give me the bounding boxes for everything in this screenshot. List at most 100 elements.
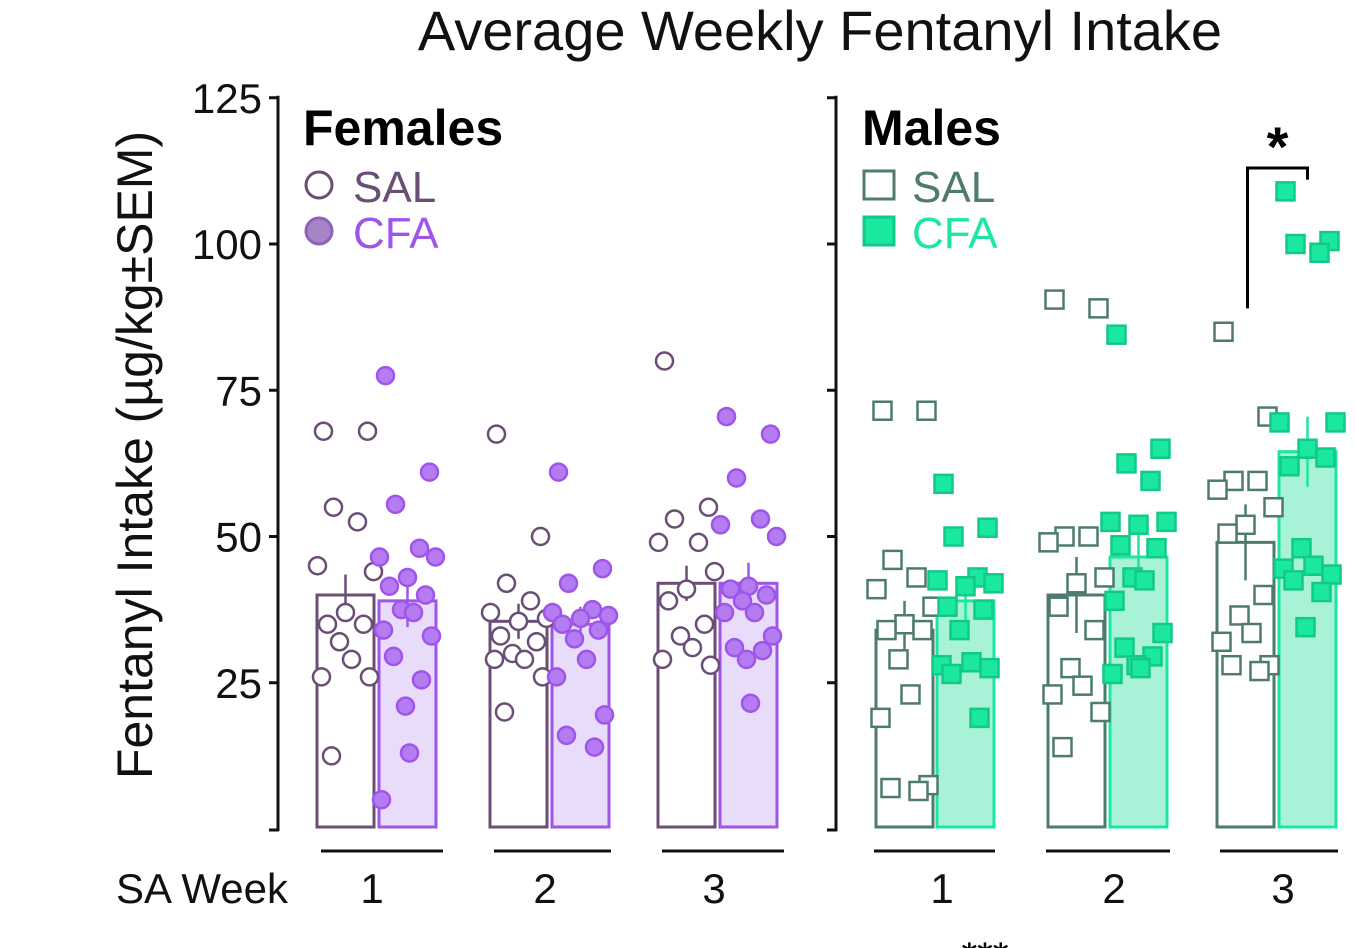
data-point[interactable] [584,737,605,757]
data-point[interactable] [1078,526,1099,547]
data-point[interactable] [1104,590,1125,612]
data-point[interactable] [866,578,887,600]
data-point[interactable] [508,611,529,632]
data-point[interactable] [317,614,338,634]
data-point[interactable] [353,614,374,634]
data-point[interactable] [752,640,773,661]
data-point[interactable] [421,626,442,646]
data-point[interactable] [1134,570,1155,591]
data-point[interactable] [724,637,745,658]
data-point[interactable] [411,670,432,690]
data-point[interactable] [744,602,765,623]
data-point[interactable] [1146,537,1167,559]
data-point[interactable] [1106,324,1127,345]
data-point[interactable] [323,497,344,517]
data-point[interactable] [969,707,990,729]
data-point[interactable] [694,614,715,634]
data-point[interactable] [347,512,368,532]
data-point[interactable] [311,667,332,687]
data-point[interactable] [329,632,350,652]
data-point[interactable] [1241,622,1262,644]
data-point[interactable] [576,649,597,670]
data-point[interactable] [1285,233,1306,255]
data-point[interactable] [760,424,781,444]
data-point[interactable] [1321,564,1342,585]
data-point[interactable] [415,585,436,605]
data-point[interactable] [943,526,964,547]
data-point[interactable] [912,619,933,641]
data-point[interactable] [688,532,709,553]
data-point[interactable] [1090,701,1111,723]
data-point[interactable] [1207,479,1228,500]
data-point[interactable] [383,646,404,667]
data-point[interactable] [882,549,903,571]
data-point[interactable] [941,663,962,685]
data-point[interactable] [740,693,761,713]
data-point[interactable] [1152,622,1173,644]
data-point[interactable] [670,626,691,646]
data-point[interactable] [548,462,569,482]
data-point[interactable] [766,526,787,547]
data-point[interactable] [977,517,998,538]
data-point[interactable] [1088,298,1109,319]
data-point[interactable] [1213,321,1234,342]
data-point[interactable] [1116,453,1137,474]
data-point[interactable] [698,497,719,517]
data-point[interactable] [371,790,392,810]
data-point[interactable] [594,705,615,725]
data-point[interactable] [648,532,669,553]
data-point[interactable] [1084,619,1105,641]
data-point[interactable] [425,547,446,567]
data-point[interactable] [900,684,921,705]
data-point[interactable] [564,629,585,649]
data-point[interactable] [894,614,915,635]
data-point[interactable] [490,626,511,646]
data-point[interactable] [1094,567,1115,588]
data-point[interactable] [1217,523,1238,544]
data-point[interactable] [1110,535,1131,556]
data-point[interactable] [1229,605,1250,626]
data-point[interactable] [341,649,362,670]
data-point[interactable] [558,573,579,594]
data-point[interactable] [514,649,535,670]
data-point[interactable] [1130,657,1151,679]
data-point[interactable] [750,509,771,529]
data-point[interactable] [1114,637,1135,658]
data-point[interactable] [592,558,613,579]
data-point[interactable] [870,707,891,729]
data-point[interactable] [720,579,741,599]
data-point[interactable] [526,632,547,652]
data-point[interactable] [1128,514,1149,536]
data-point[interactable] [385,494,406,515]
data-point[interactable] [307,556,328,576]
data-point[interactable] [313,421,334,441]
data-point[interactable] [1249,660,1270,682]
data-point[interactable] [888,649,909,670]
data-point[interactable] [710,515,731,535]
data-point[interactable] [556,725,577,746]
data-point[interactable] [1295,616,1316,638]
data-point[interactable] [700,655,721,675]
data-point[interactable] [704,561,725,582]
bar[interactable] [1277,450,1338,829]
data-point[interactable] [1052,736,1073,758]
data-point[interactable] [736,649,757,670]
data-point[interactable] [588,620,609,640]
data-point[interactable] [494,702,515,722]
data-point[interactable] [916,400,937,421]
data-point[interactable] [409,538,430,558]
data-point[interactable] [1291,537,1312,559]
data-point[interactable] [937,596,958,617]
data-point[interactable] [1221,654,1242,676]
data-point[interactable] [732,591,753,611]
data-point[interactable] [480,602,501,623]
data-point[interactable] [1325,412,1346,433]
data-point[interactable] [676,579,697,599]
data-point[interactable] [1102,663,1123,685]
data-point[interactable] [1100,511,1121,533]
data-point[interactable] [1044,289,1065,310]
data-point[interactable] [955,575,976,597]
data-point[interactable] [335,602,356,623]
data-point[interactable] [379,576,400,596]
data-point[interactable] [1038,532,1059,553]
